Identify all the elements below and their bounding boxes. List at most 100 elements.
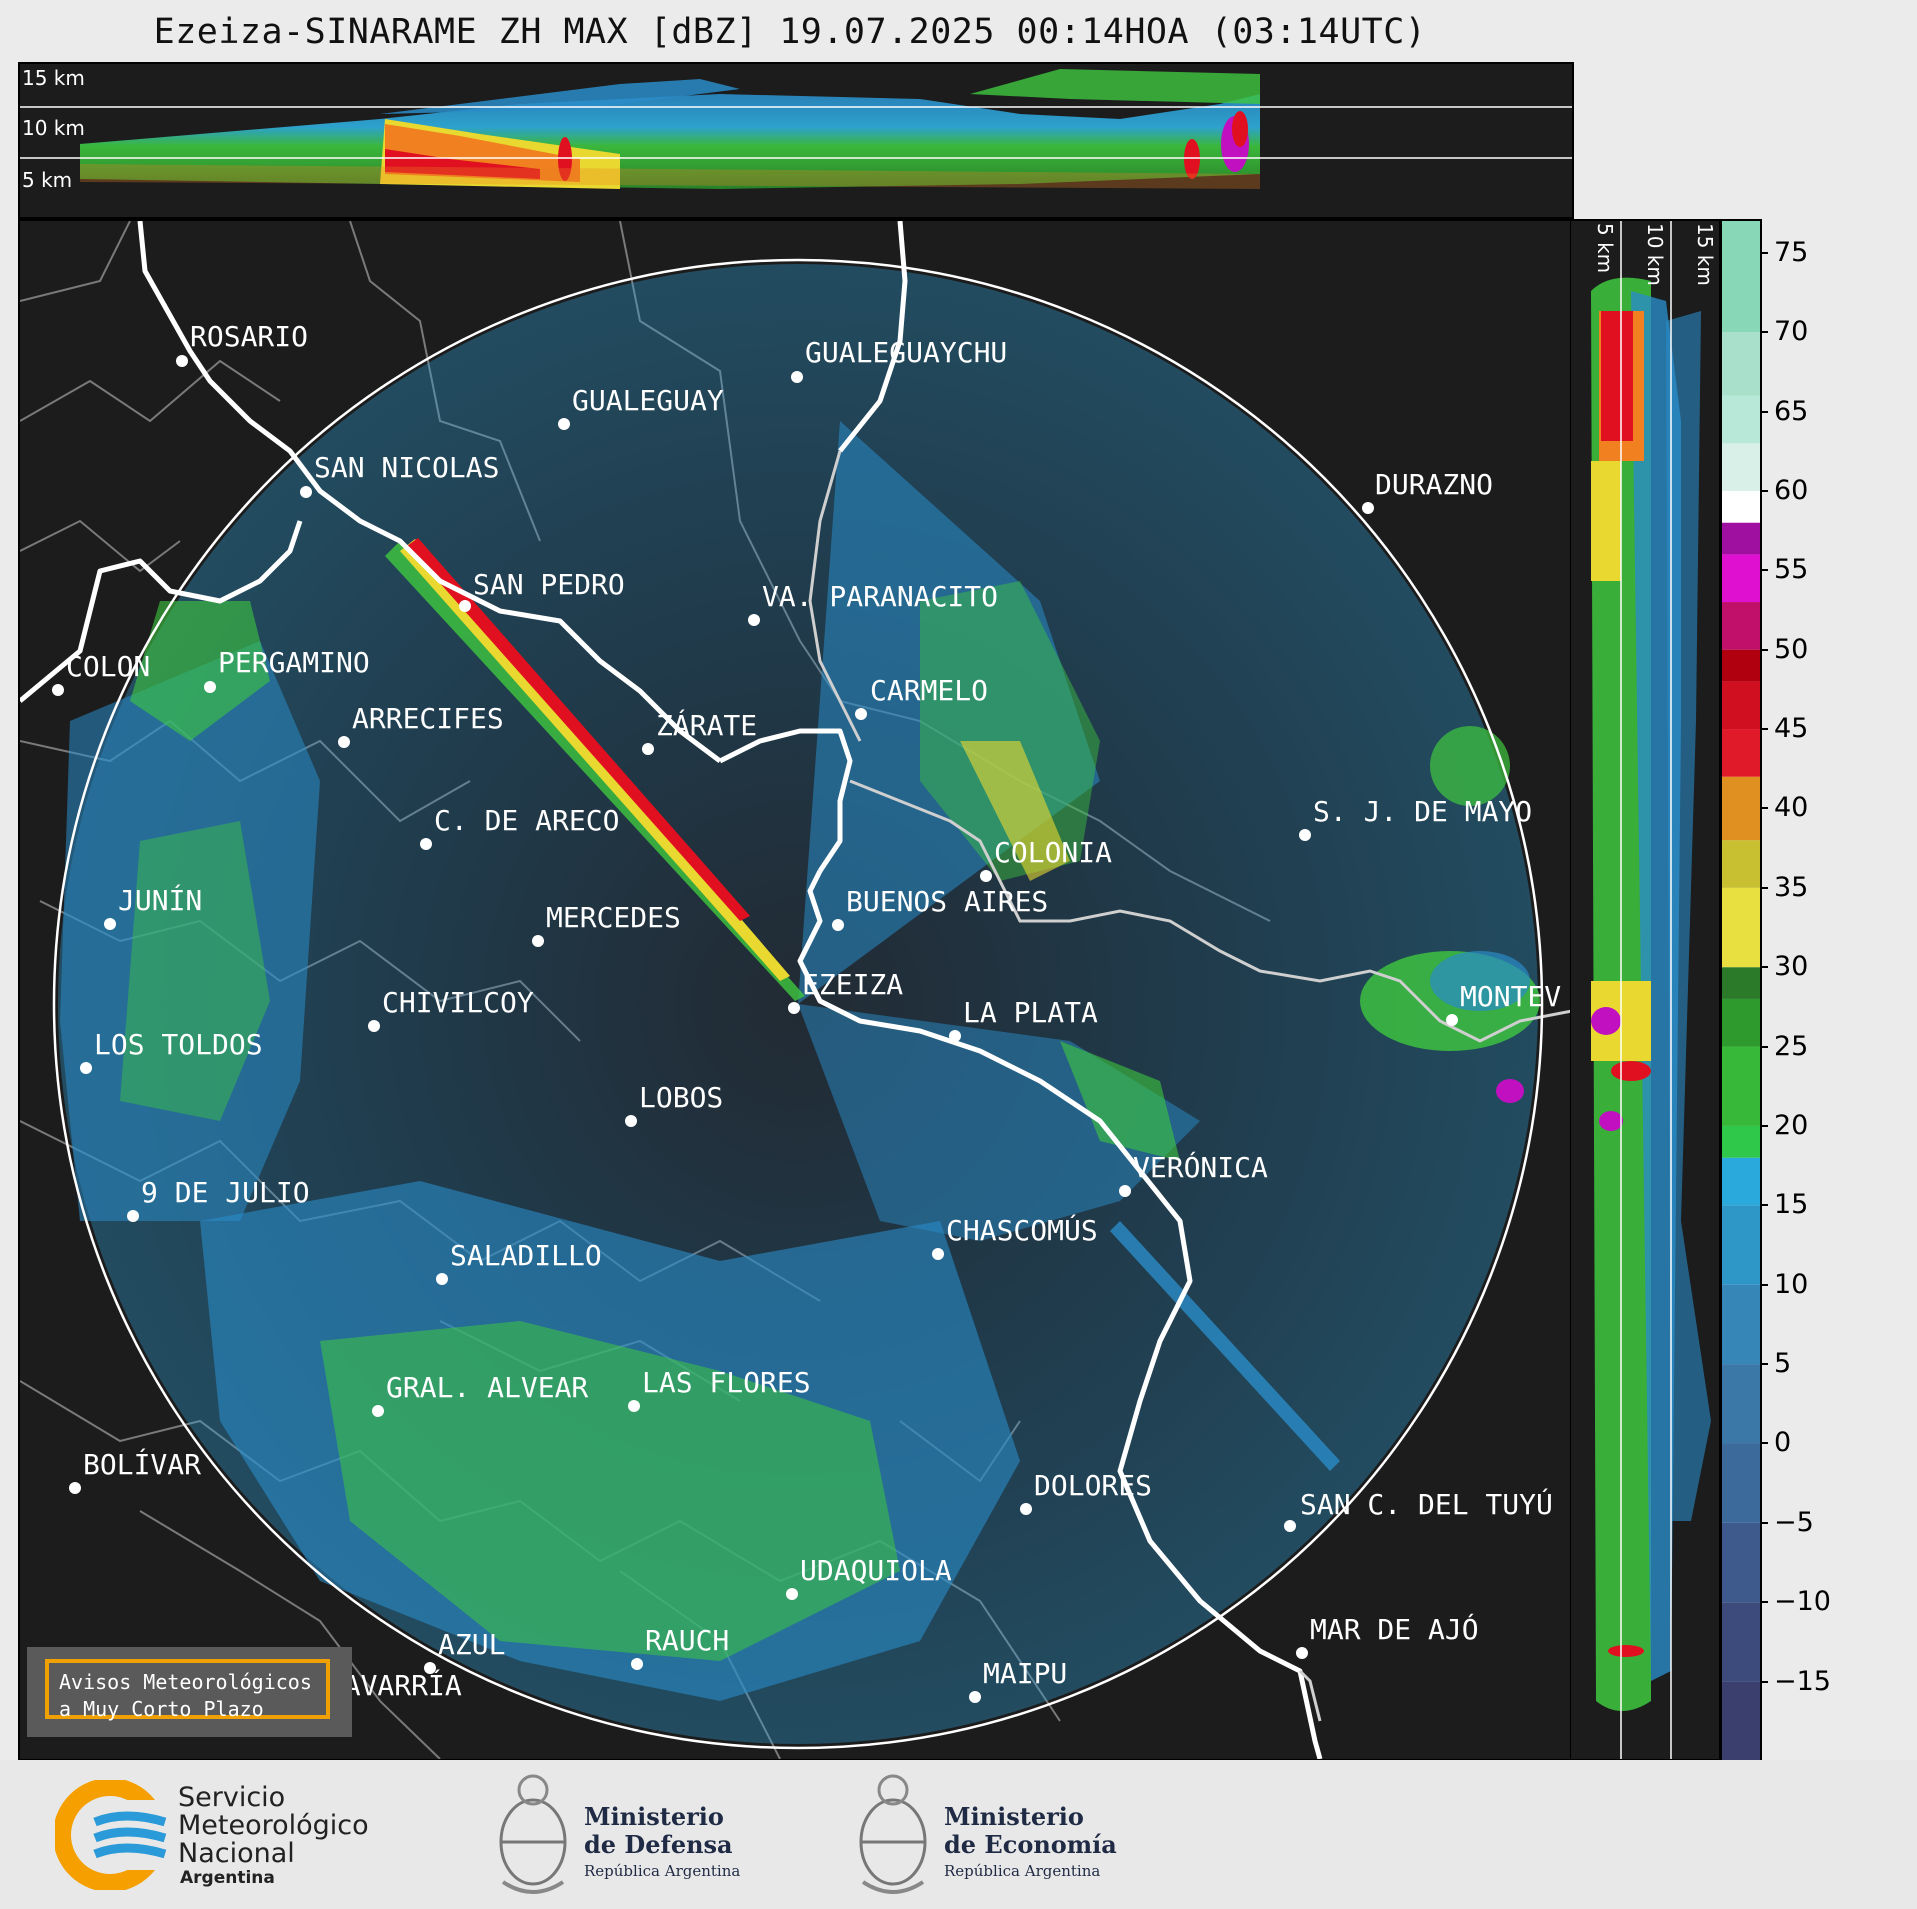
- colorbar-band: [1722, 1364, 1760, 1444]
- colorbar-tick: [1760, 251, 1768, 254]
- colorbar-tick: [1760, 1363, 1768, 1366]
- colorbar-tick-label: 55: [1774, 554, 1809, 586]
- colorbar-band: [1722, 490, 1760, 523]
- colorbar-tick: [1760, 728, 1768, 731]
- colorbar-band: [1722, 649, 1760, 682]
- colorbar-tick: [1760, 648, 1768, 651]
- colorbar-band: [1722, 554, 1760, 603]
- smn-line1: Servicio: [178, 1782, 286, 1813]
- city-label-rosario: ROSARIO: [190, 320, 309, 353]
- city-label-colonia: COLONIA: [994, 836, 1113, 869]
- city-label-lobos: LOBOS: [639, 1081, 724, 1114]
- city-dot-rosario: [176, 355, 188, 367]
- colorbar-band: [1722, 840, 1760, 888]
- colorbar-tick: [1760, 1680, 1768, 1683]
- city-label-zarate: ZÁRATE: [656, 709, 758, 742]
- warning-box[interactable]: Avisos Meteorológicos a Muy Corto Plazo: [27, 1647, 352, 1737]
- colorbar-tick-label: 15: [1774, 1189, 1809, 1221]
- colorbar-band: [1722, 443, 1760, 491]
- colorbar-tick-label: 25: [1774, 1030, 1809, 1062]
- city-label-rauch: RAUCH: [645, 1624, 730, 1657]
- top-cross-section-graphic: [20, 69, 1572, 189]
- colorbar-tick-label: 0: [1774, 1427, 1792, 1459]
- colorbar-tick: [1760, 807, 1768, 810]
- city-label-bolivar: BOLÍVAR: [83, 1448, 202, 1481]
- colorbar-band: [1722, 522, 1760, 555]
- colorbar-band: [1722, 1125, 1760, 1158]
- defensa-line1: Ministerio: [584, 1802, 724, 1831]
- colorbar-tick: [1760, 489, 1768, 492]
- dbz-colorbar: [1720, 219, 1762, 1763]
- side-altitude-label-10: 10 km: [1643, 223, 1667, 286]
- colorbar-tick-label: 40: [1774, 792, 1809, 824]
- warning-line1: Avisos Meteorológicos: [59, 1670, 312, 1694]
- city-label-arrecifes: ARRECIFES: [352, 702, 504, 735]
- city-label-gral-alvear: GRAL. ALVEAR: [386, 1371, 589, 1404]
- city-label-9-de-julio: 9 DE JULIO: [141, 1176, 310, 1209]
- colorbar-tick: [1760, 1045, 1768, 1048]
- altitude-label-15: 15 km: [22, 66, 85, 90]
- city-label-san-c-del-tuyu: SAN C. DEL TUYÚ: [1300, 1488, 1553, 1521]
- top-cross-section: 15 km 10 km 5 km: [18, 62, 1574, 219]
- colorbar-band: [1722, 1681, 1760, 1761]
- colorbar-band: [1722, 1602, 1760, 1682]
- city-label-saladillo: SALADILLO: [450, 1239, 602, 1272]
- colorbar-tick: [1760, 1124, 1768, 1127]
- colorbar-tick-label: 75: [1774, 236, 1809, 268]
- city-label-montev: MONTEV: [1460, 980, 1562, 1013]
- colorbar-band: [1722, 1284, 1760, 1365]
- colorbar-tick: [1760, 569, 1768, 572]
- economia-line2: de Economía: [944, 1830, 1117, 1859]
- side-altitude-label-15: 15 km: [1693, 223, 1717, 286]
- altitude-label-10: 10 km: [22, 116, 85, 140]
- colorbar-tick-label: 30: [1774, 951, 1809, 983]
- colorbar-tick: [1760, 886, 1768, 889]
- city-label-chascomus: CHASCOMÚS: [946, 1214, 1098, 1247]
- city-label-colon: COLON: [66, 650, 151, 683]
- city-label-junin: JUNÍN: [118, 884, 203, 917]
- colorbar-tick-label: 10: [1774, 1268, 1809, 1300]
- colorbar-tick-label: 50: [1774, 633, 1809, 665]
- footer: Servicio Meteorológico Nacional Argentin…: [0, 1760, 1917, 1909]
- city-label-pergamino: PERGAMINO: [218, 646, 370, 679]
- colorbar-tick-label: 35: [1774, 871, 1809, 903]
- colorbar-band: [1722, 221, 1760, 333]
- city-label-azul: AZUL: [438, 1628, 506, 1661]
- map-title: Ezeiza-SINARAME ZH MAX [dBZ] 19.07.2025 …: [153, 12, 1427, 52]
- colorbar-tick-label: 60: [1774, 474, 1809, 506]
- colorbar-tick: [1760, 1204, 1768, 1207]
- colorbar-tick-label: −10: [1774, 1586, 1831, 1618]
- colorbar-tick: [1760, 1601, 1768, 1604]
- colorbar-tick-label: 20: [1774, 1109, 1809, 1141]
- smn-line4: Argentina: [180, 1868, 275, 1888]
- dbz-colorbar-graphic: [1722, 221, 1760, 1761]
- city-label-durazno: DURAZNO: [1375, 468, 1494, 501]
- defensa-line2: de Defensa: [584, 1830, 733, 1859]
- colorbar-band: [1722, 395, 1760, 444]
- city-label-va-paranacito: VA. PARANACITO: [762, 580, 999, 613]
- city-label-buenos-aires: BUENOS AIRES: [846, 885, 1049, 918]
- altitude-label-5: 5 km: [22, 168, 73, 192]
- city-label-udaquiola: UDAQUIOLA: [800, 1554, 952, 1587]
- warning-label[interactable]: Avisos Meteorológicos a Muy Corto Plazo: [45, 1659, 330, 1721]
- side-cross-section: 5 km 10 km 15 km: [1570, 219, 1721, 1761]
- side-cross-section-graphic: [1591, 221, 1711, 1759]
- colorbar-tick: [1760, 1521, 1768, 1524]
- city-label-gualeguay: GUALEGUAY: [572, 384, 724, 417]
- city-label-los-toldos: LOS TOLDOS: [94, 1028, 263, 1061]
- defensa-line3: República Argentina: [584, 1862, 741, 1880]
- colorbar-band: [1722, 1522, 1760, 1603]
- radar-map: ROSARIO GUALEGUAYCHU GUALEGUAY SAN NICOL…: [18, 219, 1574, 1761]
- colorbar-band: [1722, 602, 1760, 650]
- colorbar-band: [1722, 681, 1760, 730]
- coat-of-arms-icon: [499, 1774, 567, 1894]
- colorbar-band: [1722, 887, 1760, 968]
- city-label-veronica: VERÓNICA: [1133, 1151, 1268, 1184]
- colorbar-tick-label: −15: [1774, 1665, 1831, 1697]
- smn-line2: Meteorológico: [178, 1810, 369, 1841]
- colorbar-tick: [1760, 1283, 1768, 1286]
- colorbar-band: [1722, 998, 1760, 1047]
- smn-logo-icon: [55, 1780, 180, 1890]
- colorbar-band: [1722, 332, 1760, 396]
- city-label-maipu: MAIPU: [983, 1657, 1068, 1690]
